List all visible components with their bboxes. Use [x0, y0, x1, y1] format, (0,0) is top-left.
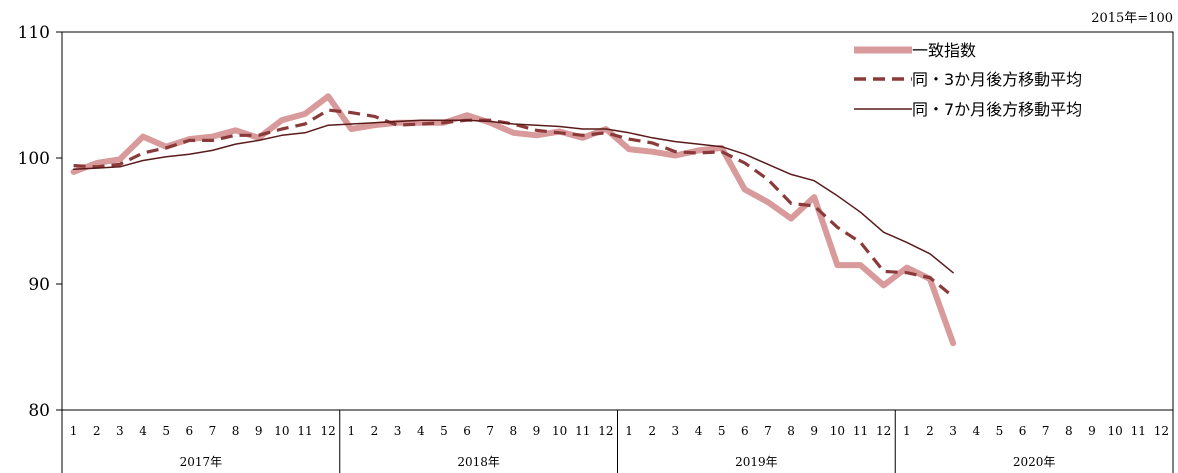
- x-tick-label: 2: [926, 424, 934, 438]
- y-tick-label-100: 100: [18, 149, 50, 169]
- x-tick-label: 5: [718, 424, 726, 438]
- x-tick-label: 1: [903, 424, 911, 438]
- x-tick-label: 6: [1019, 424, 1027, 438]
- x-tick-label: 2: [93, 424, 101, 438]
- y-tick-label-110: 110: [18, 23, 50, 43]
- x-tick-label: 1: [625, 424, 633, 438]
- x-tick-label: 5: [162, 424, 170, 438]
- x-tick-label: 11: [575, 424, 590, 438]
- x-tick-label: 4: [695, 424, 703, 438]
- y-tick-label-90: 90: [28, 275, 50, 295]
- y-tick-label-80: 80: [28, 401, 50, 421]
- year-label: 2019年: [735, 455, 778, 469]
- x-tick-label: 11: [853, 424, 868, 438]
- x-tick-label: 4: [972, 424, 980, 438]
- x-tick-label: 7: [486, 424, 494, 438]
- x-tick-label: 10: [274, 424, 289, 438]
- legend-label-3m-average: 同・3か月後方移動平均: [912, 70, 1082, 89]
- x-tick-label: 12: [1154, 424, 1169, 438]
- x-tick-label: 8: [1065, 424, 1073, 438]
- x-tick-label: 3: [116, 424, 124, 438]
- x-tick-label: 8: [232, 424, 240, 438]
- x-tick-label: 6: [741, 424, 749, 438]
- x-tick-label: 1: [70, 424, 78, 438]
- year-label: 2018年: [457, 455, 500, 469]
- x-tick-label: 7: [209, 424, 217, 438]
- x-tick-label: 3: [949, 424, 957, 438]
- x-tick-label: 12: [876, 424, 891, 438]
- x-axis: 1 2 3 4 5 6 7 8 9 10 11 12 1 2 3 4 5 6 7 8 9 10 11 12 1 2 3 4 5 6 7 8 9 1…: [61, 410, 1174, 473]
- year-label: 2017年: [180, 455, 223, 469]
- x-tick-label: 4: [417, 424, 425, 438]
- x-tick-label: 6: [185, 424, 193, 438]
- x-tick-label: 9: [255, 424, 263, 438]
- x-tick-label: 4: [139, 424, 147, 438]
- legend-label-coincident-index: 一致指数: [912, 41, 976, 60]
- x-tick-label: 10: [552, 424, 567, 438]
- series-line-2: [72, 119, 954, 274]
- x-tick-label: 8: [787, 424, 795, 438]
- x-tick-label: 11: [297, 424, 312, 438]
- x-tick-label: 6: [463, 424, 471, 438]
- x-tick-label: 12: [321, 424, 336, 438]
- x-tick-label: 8: [510, 424, 518, 438]
- x-tick-label: 9: [1088, 424, 1096, 438]
- x-tick-label: 7: [764, 424, 772, 438]
- x-tick-label: 3: [672, 424, 680, 438]
- x-tick-label: 11: [1131, 424, 1146, 438]
- x-tick-label: 10: [1107, 424, 1122, 438]
- x-tick-label: 2: [648, 424, 656, 438]
- legend: 一致指数 同・3か月後方移動平均 同・7か月後方移動平均: [854, 41, 1082, 119]
- x-tick-label: 1: [348, 424, 356, 438]
- unit-note: 2015年=100: [1091, 11, 1173, 26]
- year-label: 2020年: [1013, 455, 1056, 469]
- plot-area: [61, 31, 1174, 411]
- x-tick-label: 12: [598, 424, 613, 438]
- x-tick-label: 7: [1042, 424, 1050, 438]
- x-tick-label: 9: [810, 424, 818, 438]
- legend-label-7m-average: 同・7か月後方移動平均: [912, 100, 1082, 119]
- x-tick-label: 9: [533, 424, 541, 438]
- x-tick-label: 10: [830, 424, 845, 438]
- series-line-1: [73, 108, 955, 298]
- x-tick-label: 2: [371, 424, 379, 438]
- x-tick-label: 5: [440, 424, 448, 438]
- x-tick-label: 3: [394, 424, 402, 438]
- x-tick-label: 5: [996, 424, 1004, 438]
- series-layer: [70, 93, 957, 347]
